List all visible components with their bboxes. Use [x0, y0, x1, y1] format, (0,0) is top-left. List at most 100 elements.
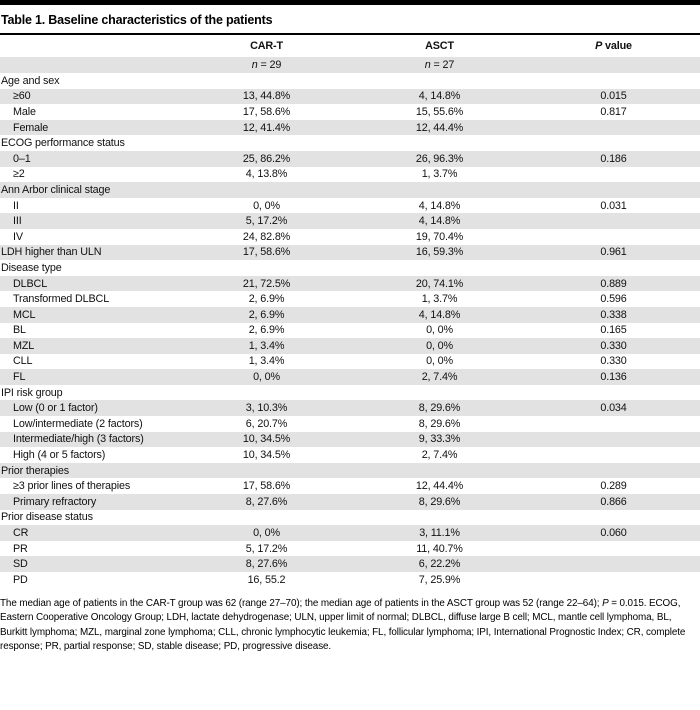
pvalue-rest: value [602, 40, 632, 52]
p-value-cell: 0.015 [600, 90, 627, 103]
cart-value-cell: 5, 17.2% [245, 215, 288, 228]
p-value-cell [527, 182, 700, 198]
asct-value-cell [352, 135, 527, 151]
row-label: Disease type [1, 261, 62, 274]
cart-value-cell: 8, 27.6% [245, 558, 288, 571]
pvalue-italic-p: P [595, 40, 603, 52]
table-row: CLL 1, 3.4% 0, 0% 0.330 [0, 354, 700, 370]
row-label: Ann Arbor clinical stage [1, 183, 111, 196]
asct-value-cell: 15, 55.6% [415, 105, 464, 118]
asct-value-cell: 2, 7.4% [421, 371, 458, 384]
asct-value-cell [352, 73, 527, 89]
asct-value-cell: 11, 40.7% [416, 542, 463, 555]
table-row: MCL 2, 6.9% 4, 14.8% 0.338 [0, 306, 700, 323]
table-row: Age and sex [0, 73, 700, 89]
subheader-empty [0, 57, 181, 73]
cart-value-cell: 1, 3.4% [248, 355, 285, 368]
cart-value-cell [181, 135, 352, 151]
table-row: SD 8, 27.6% 6, 22.2% [0, 556, 700, 572]
p-value-cell [527, 135, 700, 151]
table-body: Age and sex ≥60 13, 44.8% 4, 14.8% 0.015 Male… [0, 73, 700, 588]
cart-value-cell [181, 385, 352, 401]
row-label: III [13, 215, 22, 228]
table-row: Female 12, 41.4% 12, 44.4% [0, 119, 700, 136]
table-row: Male 17, 58.6% 15, 55.6% 0.817 [0, 104, 700, 120]
row-label: FL [13, 371, 26, 384]
row-label: Primary refractory [13, 495, 97, 508]
column-header-asct: ASCT [425, 40, 454, 52]
row-label: Male [13, 105, 36, 118]
sample-size-row: n = 29 n = 27 [0, 57, 700, 73]
row-label: Prior therapies [1, 464, 69, 477]
asct-value-cell: 0, 0% [426, 355, 453, 368]
table-row: ≥2 4, 13.8% 1, 3.7% [0, 167, 700, 183]
footnote-italic-p: P [602, 597, 609, 609]
table-row: IPI risk group [0, 385, 700, 401]
p-value-cell: 0.866 [600, 495, 627, 508]
asct-value-cell: 1, 3.7% [421, 293, 458, 306]
row-label: II [13, 199, 19, 212]
row-label: ≥2 [13, 168, 25, 181]
cart-value-cell: 2, 6.9% [248, 324, 285, 337]
cart-value-cell: 5, 17.2% [245, 542, 288, 555]
asct-value-cell: 6, 22.2% [418, 558, 461, 571]
p-value-cell: 0.165 [600, 324, 627, 337]
table-row: Transformed DLBCL 2, 6.9% 1, 3.7% 0.596 [0, 291, 700, 307]
n-italic: n [424, 59, 431, 71]
top-rule [0, 0, 700, 5]
asct-value-cell: 2, 7.4% [421, 449, 458, 462]
column-header-row: CAR-T ASCT P value [0, 35, 700, 57]
cart-value-cell: 12, 41.4% [242, 121, 291, 134]
asct-value-cell: 0, 0% [426, 339, 453, 352]
p-value-cell [527, 229, 700, 245]
p-value-cell [527, 556, 700, 572]
asct-value-cell: 4, 14.8% [418, 215, 461, 228]
table-row: DLBCL 21, 72.5% 20, 74.1% 0.889 [0, 275, 700, 292]
table-row: LDH higher than ULN 17, 58.6% 16, 59.3% 0.9… [0, 244, 700, 261]
asct-value-cell: 8, 29.6% [418, 402, 461, 415]
n-asct-value: = 27 [430, 59, 455, 71]
p-value-cell [527, 510, 700, 526]
table-row: MZL 1, 3.4% 0, 0% 0.330 [0, 338, 700, 354]
row-label: Transformed DLBCL [13, 293, 110, 306]
table-row: III 5, 17.2% 4, 14.8% [0, 213, 700, 229]
row-label: DLBCL [13, 277, 48, 290]
p-value-cell [527, 167, 700, 183]
table-row: Primary refractory 8, 27.6% 8, 29.6% 0.866 [0, 494, 700, 510]
table-figure: Table 1. Baseline characteristics of the… [0, 0, 700, 652]
p-value-cell: 0.136 [600, 371, 627, 384]
table-row: PR 5, 17.2% 11, 40.7% [0, 541, 700, 557]
cart-value-cell: 0, 0% [253, 371, 280, 384]
cart-value-cell: 2, 6.9% [248, 293, 285, 306]
p-value-cell: 0.596 [600, 293, 627, 306]
cart-value-cell: 3, 10.3% [245, 402, 288, 415]
row-label: CR [13, 527, 29, 540]
baseline-characteristics-table: CAR-T ASCT P value n = 29 n = 27 Age and… [0, 35, 700, 588]
cart-value-cell [181, 463, 352, 479]
table-row: High (4 or 5 factors) 10, 34.5% 2, 7.4% [0, 447, 700, 463]
asct-value-cell: 20, 74.1% [415, 277, 464, 290]
p-value-cell: 0.186 [600, 152, 627, 165]
row-label: Female [13, 121, 49, 134]
table-row: Intermediate/high (3 factors) 10, 34.5% 9,… [0, 431, 700, 448]
table-row: Prior disease status [0, 510, 700, 526]
row-label: Age and sex [1, 74, 60, 87]
table-row: Low/intermediate (2 factors) 6, 20.7% 8, 2… [0, 416, 700, 432]
subheader-n-cart: n = 29 [181, 57, 352, 73]
cart-value-cell: 16, 55.2 [247, 573, 286, 586]
table-row: 0–1 25, 86.2% 26, 96.3% 0.186 [0, 150, 700, 167]
table-row: BL 2, 6.9% 0, 0% 0.165 [0, 323, 700, 339]
asct-value-cell [352, 260, 527, 276]
table-row: Prior therapies [0, 462, 700, 479]
row-label: BL [13, 324, 26, 337]
cart-value-cell: 6, 20.7% [245, 417, 288, 430]
p-value-cell [527, 260, 700, 276]
cart-value-cell: 8, 27.6% [245, 495, 288, 508]
p-value-cell: 0.338 [600, 308, 627, 321]
cart-value-cell: 17, 58.6% [242, 246, 291, 259]
row-label: PD [13, 573, 28, 586]
table-row: Ann Arbor clinical stage [0, 182, 700, 198]
p-value-cell: 0.060 [600, 527, 627, 540]
row-label: High (4 or 5 factors) [13, 449, 106, 462]
cart-value-cell: 0, 0% [253, 199, 280, 212]
